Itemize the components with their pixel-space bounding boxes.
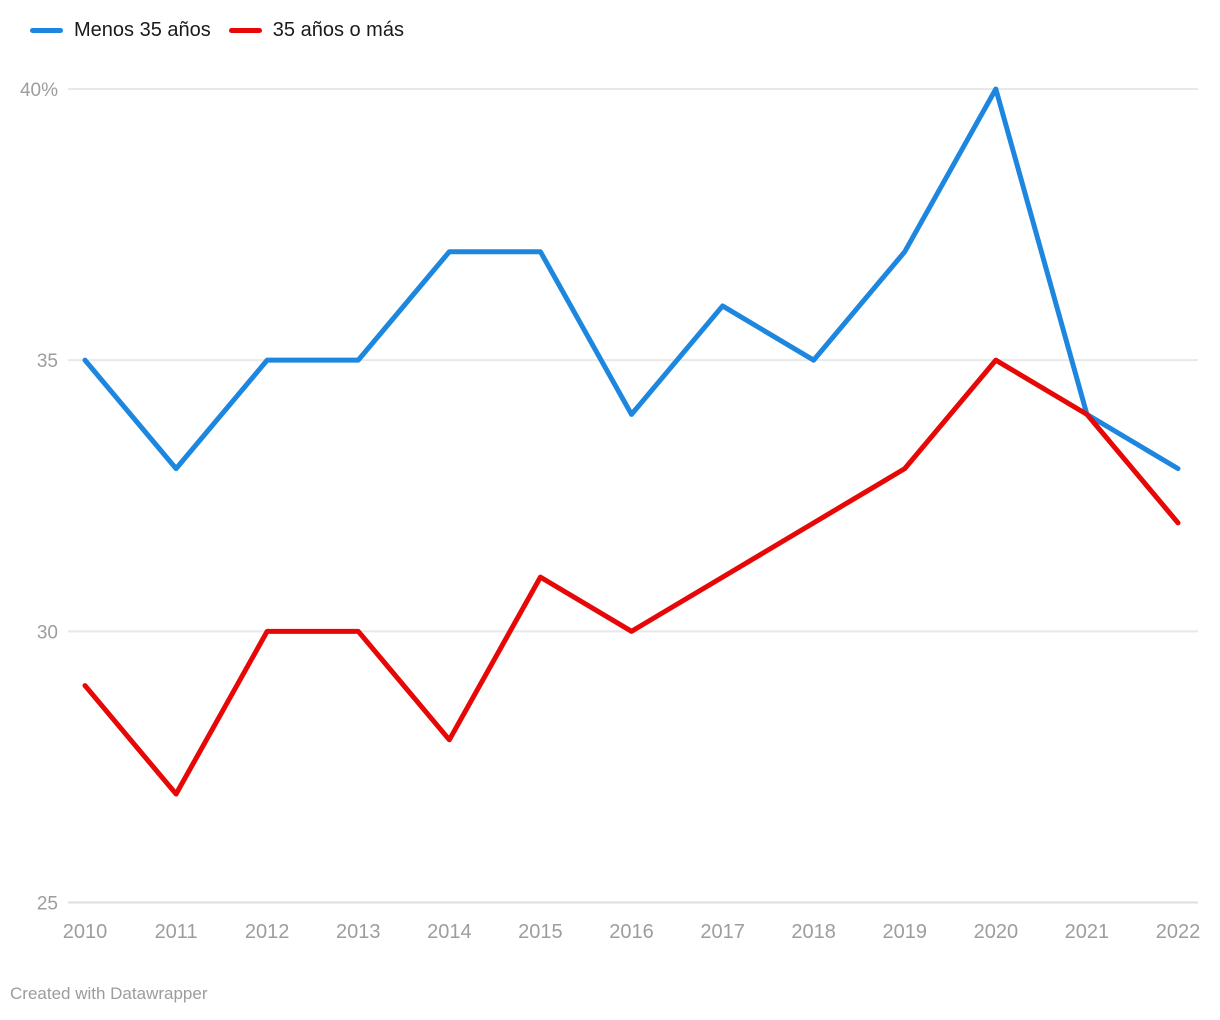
x-axis-tick-label: 2019 xyxy=(883,921,928,943)
y-axis-tick-label: 40% xyxy=(20,80,58,101)
legend-label-menos-35: Menos 35 años xyxy=(74,19,211,41)
x-axis-tick-label: 2016 xyxy=(609,921,654,943)
y-axis-tick-label: 30 xyxy=(37,622,58,643)
legend-swatch-blue-icon xyxy=(30,28,63,33)
x-axis-tick-label: 2018 xyxy=(791,921,836,943)
x-axis-tick-label: 2010 xyxy=(63,921,108,943)
legend: Menos 35 años 35 años o más xyxy=(30,19,404,42)
x-axis-tick-label: 2017 xyxy=(700,921,745,943)
x-axis-tick-label: 2014 xyxy=(427,921,472,943)
x-axis-tick-label: 2020 xyxy=(974,921,1019,943)
x-axis-tick-label: 2015 xyxy=(518,921,563,943)
legend-label-35-o-mas: 35 años o más xyxy=(272,19,404,41)
legend-swatch-red-icon xyxy=(228,28,262,33)
x-axis-tick-label: 2012 xyxy=(245,921,290,943)
series-line-menos-35 xyxy=(82,86,1181,472)
series-line-35-o-mas xyxy=(82,357,1181,797)
x-axis-tick-label: 2011 xyxy=(155,921,198,943)
legend-item-menos-35: Menos 35 años xyxy=(30,19,211,42)
y-axis-tick-label: 35 xyxy=(37,351,58,372)
y-axis-tick-label: 25 xyxy=(37,894,58,915)
x-axis-tick-label: 2022 xyxy=(1156,921,1201,943)
footer-credit: Created with Datawrapper xyxy=(10,984,208,1003)
legend-item-35-o-mas: 35 años o más xyxy=(228,19,404,42)
x-axis-tick-label: 2021 xyxy=(1065,921,1110,943)
x-axis-tick-label: 2013 xyxy=(336,921,381,943)
